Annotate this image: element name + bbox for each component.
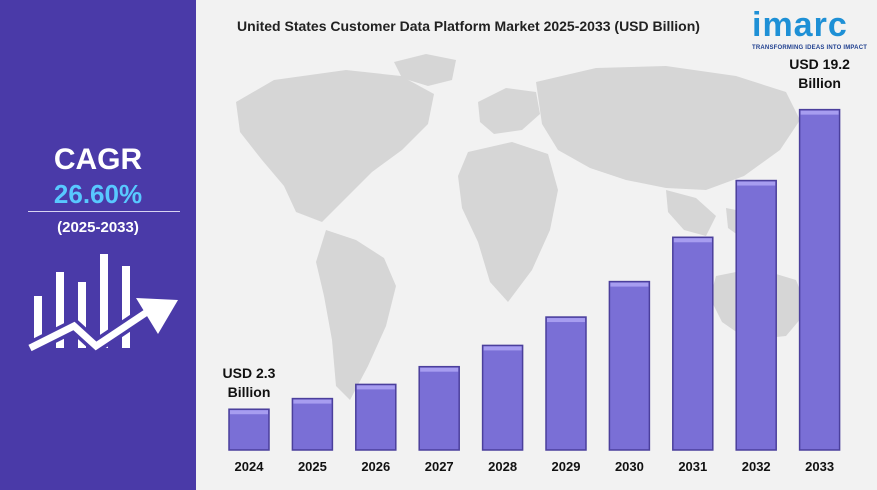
bar-face bbox=[418, 365, 460, 451]
x-tick-label-2026: 2026 bbox=[361, 459, 390, 474]
last-callout-line2: Billion bbox=[798, 74, 841, 91]
last-value-callout: USD 19.2 Billion bbox=[775, 55, 865, 93]
bar-2027 bbox=[418, 365, 460, 451]
first-value-callout: USD 2.3 Billion bbox=[204, 364, 294, 402]
world-map-icon bbox=[236, 54, 808, 400]
bar-top bbox=[483, 346, 522, 351]
bar-top bbox=[673, 238, 712, 243]
bar-2025 bbox=[291, 397, 334, 451]
bar-face bbox=[672, 236, 714, 451]
bar-top bbox=[800, 110, 839, 115]
x-tick-label-2029: 2029 bbox=[552, 459, 581, 474]
x-tick-label-2027: 2027 bbox=[425, 459, 454, 474]
last-callout-line1: USD 19.2 bbox=[789, 55, 850, 72]
bar-face bbox=[481, 344, 524, 451]
imarc-logo: imarc TRANSFORMING IDEAS INTO IMPACT bbox=[752, 6, 872, 51]
bar-top bbox=[356, 385, 395, 390]
x-tick-label-2024: 2024 bbox=[235, 459, 265, 474]
bar-top bbox=[547, 318, 585, 323]
bar-2032 bbox=[735, 179, 777, 451]
bar-face bbox=[608, 280, 651, 451]
bar-face bbox=[355, 383, 397, 451]
bar-face bbox=[228, 408, 270, 451]
x-tick-label-2033: 2033 bbox=[805, 459, 834, 474]
bar-top bbox=[420, 367, 459, 372]
cagr-panel: CAGR 26.60% (2025-2033) bbox=[0, 0, 196, 490]
bar-2031 bbox=[672, 236, 714, 451]
bar-top bbox=[737, 181, 776, 186]
bar-face bbox=[545, 316, 587, 451]
cagr-label: CAGR bbox=[53, 143, 143, 176]
bar-2026 bbox=[355, 383, 397, 451]
bar-top bbox=[610, 282, 649, 287]
bar-2033 bbox=[798, 108, 841, 451]
cagr-divider bbox=[28, 211, 180, 212]
x-tick-label-2025: 2025 bbox=[298, 459, 327, 474]
bar-top bbox=[230, 410, 268, 415]
cagr-value: 26.60% bbox=[53, 179, 143, 209]
bar-chart: 2024 2025 2026 2027 2028 2029 2030 2031 2032 2033 bbox=[228, 108, 841, 474]
bar-2029 bbox=[545, 316, 587, 451]
bar-2024 bbox=[228, 408, 270, 451]
bar-face bbox=[798, 108, 841, 451]
x-tick-label-2028: 2028 bbox=[488, 459, 517, 474]
bar-face bbox=[291, 397, 334, 451]
x-tick-label-2030: 2030 bbox=[615, 459, 644, 474]
growth-chart-icon bbox=[26, 254, 178, 355]
first-callout-line2: Billion bbox=[227, 384, 271, 401]
first-callout-line1: USD 2.3 bbox=[222, 365, 276, 382]
brand-name: imarc bbox=[752, 6, 848, 44]
x-tick-label-2032: 2032 bbox=[742, 459, 771, 474]
brand-tagline: TRANSFORMING IDEAS INTO IMPACT bbox=[752, 45, 868, 51]
bar-face bbox=[735, 179, 777, 451]
bar-top bbox=[293, 399, 332, 404]
cagr-period: (2025-2033) bbox=[57, 219, 139, 236]
bar-2028 bbox=[481, 344, 524, 451]
chart-title: United States Customer Data Platform Mar… bbox=[237, 18, 700, 34]
x-tick-label-2031: 2031 bbox=[678, 459, 707, 474]
bar-2030 bbox=[608, 280, 651, 451]
